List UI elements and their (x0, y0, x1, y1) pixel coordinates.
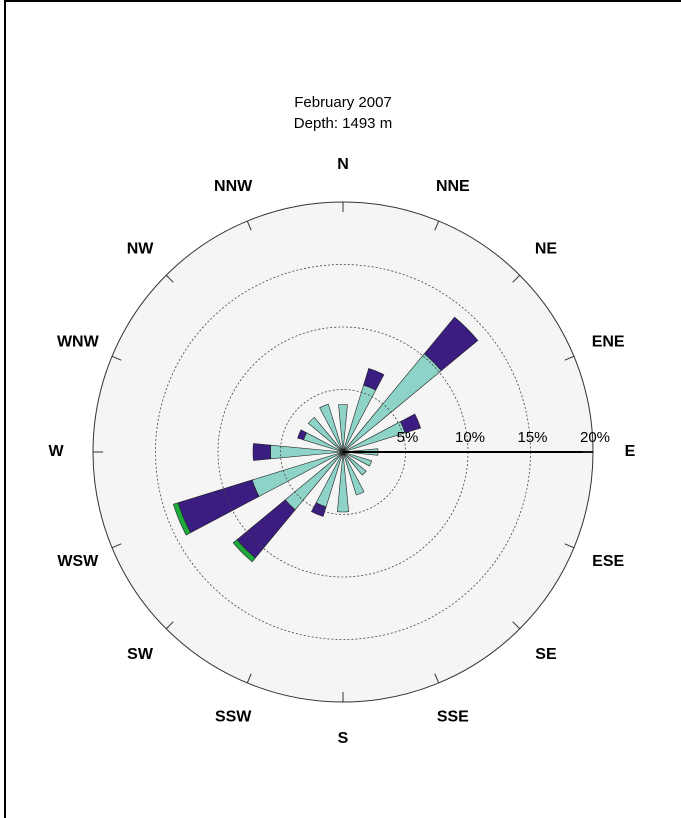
rose-segment (172, 502, 191, 536)
direction-tick (512, 621, 521, 630)
rose-segment (297, 429, 307, 441)
rose-segment (319, 403, 344, 453)
rose-segment (232, 539, 256, 563)
direction-label: NE (535, 240, 558, 257)
direction-label: SSW (215, 708, 252, 725)
direction-label: SE (535, 646, 557, 663)
rose-segment (252, 443, 272, 461)
direction-tick (111, 355, 122, 361)
rose-segment (311, 502, 327, 517)
direction-label: SW (127, 646, 154, 663)
rose-segment (342, 451, 365, 496)
direction-label: E (625, 443, 636, 460)
direction-label: NNW (214, 178, 253, 195)
direction-label: NNE (436, 178, 470, 195)
direction-tick (165, 274, 174, 283)
r-tick-label: 10% (455, 429, 485, 446)
direction-tick (111, 543, 122, 549)
direction-tick (564, 355, 575, 361)
rose-segment (423, 316, 479, 372)
direction-tick (246, 673, 252, 684)
direction-label: SSE (437, 708, 469, 725)
r-tick-label: 15% (517, 429, 547, 446)
chart-subtitle: Depth: 1493 m (294, 115, 392, 132)
direction-label: ESE (592, 553, 624, 570)
rose-segment (307, 416, 344, 453)
direction-tick (564, 543, 575, 549)
direction-label: S (338, 730, 349, 747)
direction-tick (434, 220, 440, 231)
direction-tick (165, 621, 174, 630)
r-tick-label: 5% (397, 429, 419, 446)
direction-label: WNW (57, 333, 100, 350)
rose-segment (337, 451, 349, 513)
rose-segment (342, 451, 373, 467)
direction-tick (434, 673, 440, 684)
direction-tick (512, 274, 521, 283)
rose-segment (363, 367, 385, 391)
direction-label: ENE (592, 333, 625, 350)
direction-label: N (337, 156, 349, 173)
r-tick-label: 20% (580, 429, 610, 446)
direction-label: W (48, 443, 64, 460)
direction-tick (246, 220, 252, 231)
rose-segment (338, 404, 348, 453)
chart-title: February 2007 (294, 94, 392, 111)
direction-label: NW (127, 240, 155, 257)
rose-segment (342, 451, 367, 476)
rose-segment (400, 413, 422, 434)
direction-label: WSW (57, 553, 99, 570)
